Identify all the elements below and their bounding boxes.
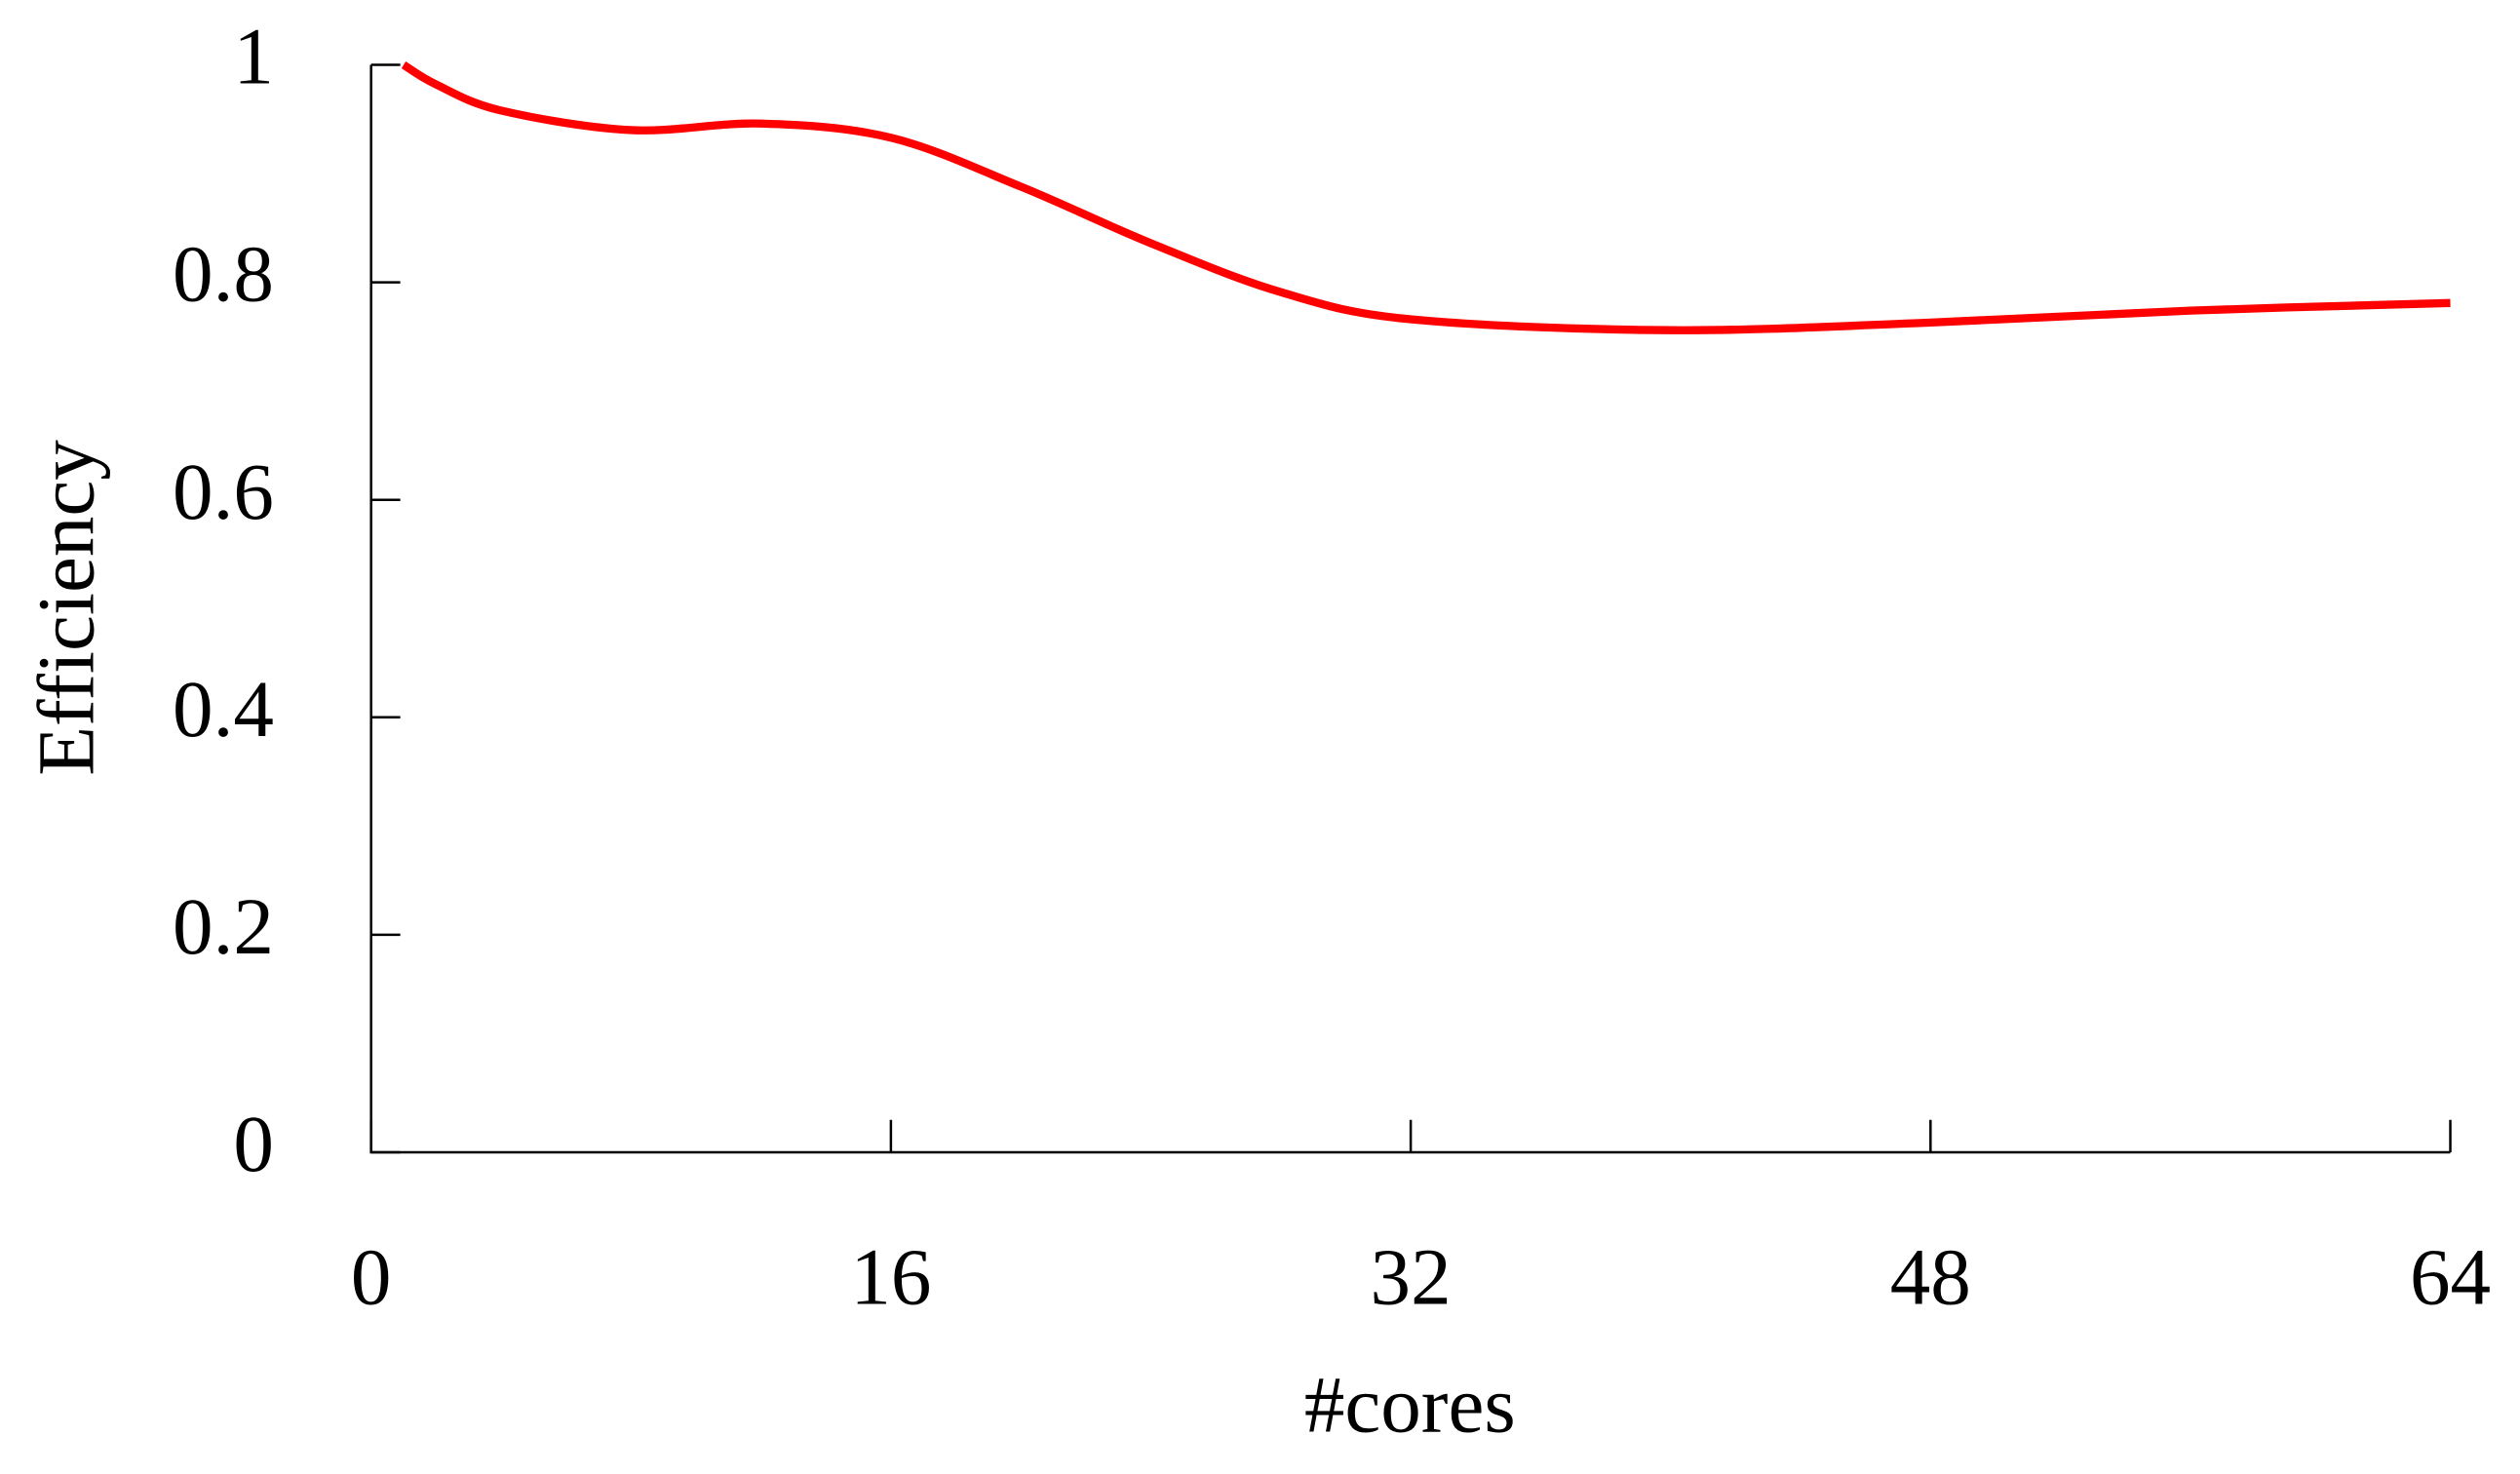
- y-tick-label: 0.8: [173, 229, 274, 319]
- y-tick-label: 0.2: [173, 881, 274, 971]
- axes: [369, 64, 2451, 1154]
- y-tick-label: 0: [233, 1099, 274, 1188]
- x-tick-label: 0: [351, 1231, 392, 1321]
- y-tick-label: 1: [233, 12, 274, 101]
- x-tick-label: 32: [1371, 1231, 1452, 1321]
- y-tick-label: 0.6: [173, 446, 274, 536]
- x-tick-label: 48: [1890, 1231, 1971, 1321]
- x-tick-label: 64: [2410, 1231, 2491, 1321]
- x-axis-title: #cores: [1304, 1360, 1516, 1450]
- line: [401, 60, 2451, 334]
- y-axis-title: Efficiency: [21, 440, 111, 776]
- y-tick-label: 0.4: [173, 664, 274, 754]
- x-tick-label: 16: [850, 1231, 931, 1321]
